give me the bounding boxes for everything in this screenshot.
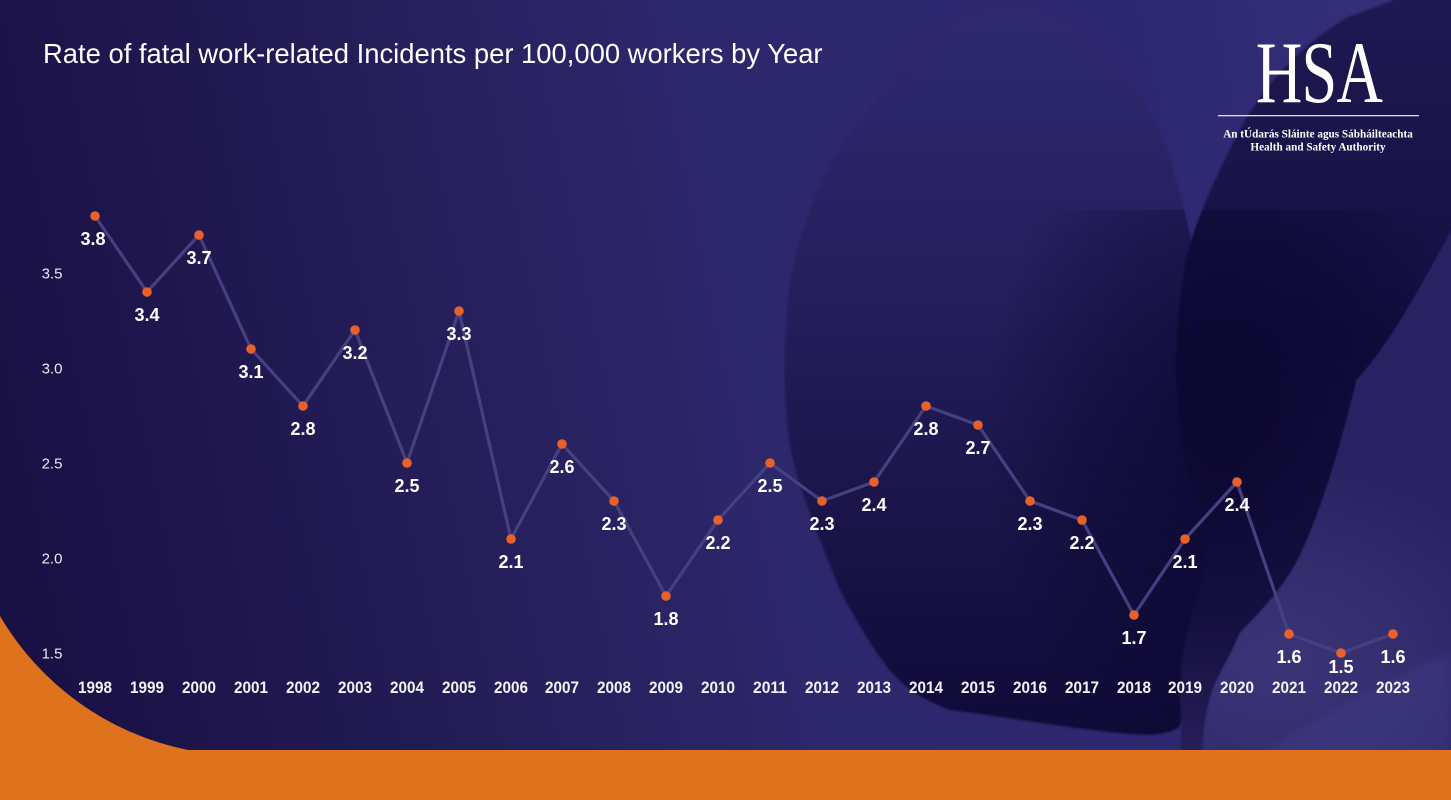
svg-text:1.8: 1.8 bbox=[653, 609, 678, 629]
svg-text:1.7: 1.7 bbox=[1121, 628, 1146, 648]
svg-text:2018: 2018 bbox=[1117, 678, 1151, 697]
svg-text:1.6: 1.6 bbox=[1380, 647, 1405, 667]
svg-text:3.5: 3.5 bbox=[42, 266, 63, 283]
svg-text:2023: 2023 bbox=[1376, 678, 1410, 697]
svg-text:2.2: 2.2 bbox=[705, 533, 730, 553]
svg-text:2002: 2002 bbox=[286, 678, 320, 697]
svg-text:1999: 1999 bbox=[130, 678, 164, 697]
svg-text:2016: 2016 bbox=[1013, 678, 1047, 697]
svg-text:1.6: 1.6 bbox=[1276, 647, 1301, 667]
svg-text:1.5: 1.5 bbox=[42, 646, 63, 663]
svg-text:2.4: 2.4 bbox=[861, 495, 886, 515]
svg-text:2.5: 2.5 bbox=[757, 476, 782, 496]
svg-text:2015: 2015 bbox=[961, 678, 995, 697]
svg-text:3.4: 3.4 bbox=[134, 305, 159, 325]
svg-text:2.8: 2.8 bbox=[913, 419, 938, 439]
svg-text:3.7: 3.7 bbox=[186, 248, 211, 268]
svg-text:2.6: 2.6 bbox=[549, 457, 574, 477]
svg-text:2.3: 2.3 bbox=[1017, 514, 1042, 534]
svg-text:2005: 2005 bbox=[442, 678, 476, 697]
svg-text:3.1: 3.1 bbox=[238, 362, 263, 382]
svg-text:An tÚdarás Sláinte agus Sábhái: An tÚdarás Sláinte agus Sábháilteachta bbox=[1223, 129, 1413, 141]
svg-text:2017: 2017 bbox=[1065, 678, 1099, 697]
svg-text:2000: 2000 bbox=[182, 678, 216, 697]
svg-text:2.5: 2.5 bbox=[42, 456, 63, 473]
svg-text:2.3: 2.3 bbox=[601, 514, 626, 534]
svg-text:2.2: 2.2 bbox=[1069, 533, 1094, 553]
svg-text:Health and Safety Authority: Health and Safety Authority bbox=[1250, 142, 1386, 154]
svg-text:2009: 2009 bbox=[649, 678, 683, 697]
svg-text:2012: 2012 bbox=[805, 678, 839, 697]
svg-text:Rate of fatal work-related Inc: Rate of fatal work-related Incidents per… bbox=[43, 38, 823, 69]
svg-text:2.7: 2.7 bbox=[965, 438, 990, 458]
svg-text:2020: 2020 bbox=[1220, 678, 1254, 697]
svg-text:1998: 1998 bbox=[78, 678, 112, 697]
svg-text:2.1: 2.1 bbox=[498, 552, 523, 572]
svg-text:2019: 2019 bbox=[1168, 678, 1202, 697]
svg-text:2008: 2008 bbox=[597, 678, 631, 697]
svg-text:2011: 2011 bbox=[753, 678, 787, 697]
svg-text:2.5: 2.5 bbox=[394, 476, 419, 496]
svg-text:3.8: 3.8 bbox=[80, 229, 105, 249]
svg-text:2022: 2022 bbox=[1324, 678, 1358, 697]
svg-text:2.3: 2.3 bbox=[809, 514, 834, 534]
svg-text:2013: 2013 bbox=[857, 678, 891, 697]
svg-text:2004: 2004 bbox=[390, 678, 424, 697]
svg-text:2.0: 2.0 bbox=[42, 551, 63, 568]
svg-text:2.8: 2.8 bbox=[290, 419, 315, 439]
svg-text:2010: 2010 bbox=[701, 678, 735, 697]
svg-text:3.3: 3.3 bbox=[446, 324, 471, 344]
svg-text:2.4: 2.4 bbox=[1224, 495, 1249, 515]
svg-text:3.2: 3.2 bbox=[342, 343, 367, 363]
svg-text:2014: 2014 bbox=[909, 678, 943, 697]
svg-text:2.1: 2.1 bbox=[1172, 552, 1197, 572]
svg-text:2006: 2006 bbox=[494, 678, 528, 697]
svg-text:2007: 2007 bbox=[545, 678, 579, 697]
svg-text:2021: 2021 bbox=[1272, 678, 1306, 697]
svg-text:1.5: 1.5 bbox=[1328, 657, 1353, 677]
svg-text:2001: 2001 bbox=[234, 678, 268, 697]
svg-text:3.0: 3.0 bbox=[42, 361, 63, 378]
svg-text:2003: 2003 bbox=[338, 678, 372, 697]
svg-text:HSA: HSA bbox=[1256, 23, 1383, 121]
